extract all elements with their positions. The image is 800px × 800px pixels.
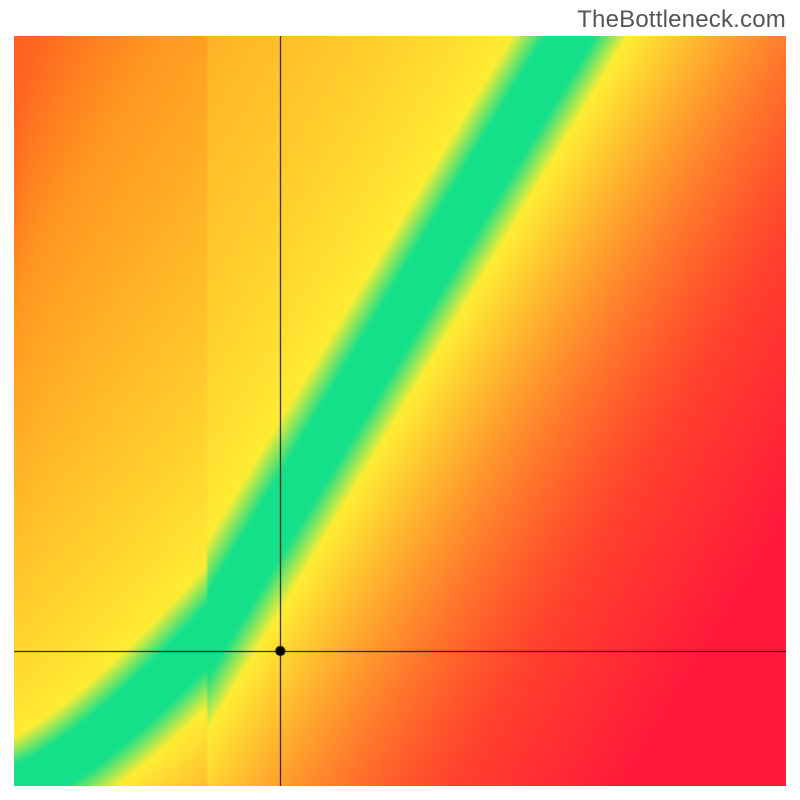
crosshair-overlay: [14, 36, 786, 786]
plot-frame: [14, 36, 786, 786]
chart-container: TheBottleneck.com: [0, 0, 800, 800]
watermark-label: TheBottleneck.com: [577, 6, 786, 34]
